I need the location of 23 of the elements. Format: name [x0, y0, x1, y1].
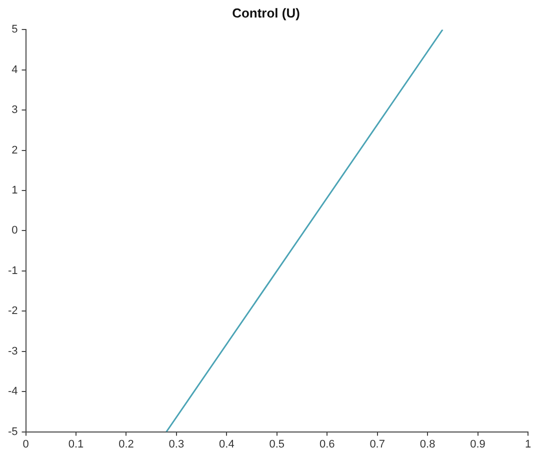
chart-title: Control (U) — [232, 5, 300, 20]
y-tick-label: 0 — [12, 224, 18, 237]
y-tick-label: 5 — [12, 24, 18, 36]
x-tick-label: 0.5 — [269, 438, 285, 450]
x-tick-label: 0.6 — [319, 438, 335, 450]
x-tick-label: 0.4 — [219, 438, 234, 450]
x-tick-label: 0.3 — [168, 438, 184, 450]
x-tick-label: 1 — [524, 438, 532, 450]
x-tick-label: 0.8 — [420, 438, 436, 450]
x-tick-label: 0 — [22, 438, 29, 450]
y-tick-label: -5 — [8, 426, 18, 438]
y-tick-label: 4 — [12, 64, 18, 76]
x-tick-label: 0.9 — [470, 438, 486, 450]
x-tick-label: 0.2 — [118, 438, 134, 450]
y-tick-label: -1 — [8, 264, 18, 277]
x-tick-label: 0.7 — [370, 438, 385, 450]
y-tick-label: -4 — [8, 386, 18, 398]
y-tick-label: -2 — [8, 305, 18, 318]
y-tick-label: -3 — [8, 345, 18, 358]
y-tick-label: 2 — [12, 144, 18, 156]
x-tick-label: 0.1 — [68, 438, 84, 450]
y-tick-label: 1 — [12, 184, 18, 197]
y-tick-label: 3 — [12, 104, 18, 116]
